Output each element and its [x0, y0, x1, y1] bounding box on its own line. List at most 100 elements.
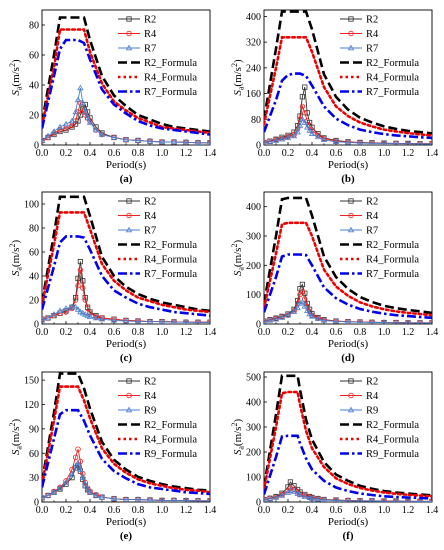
x-axis-label: Period(s): [106, 159, 147, 171]
series-r4-formula-line: [42, 28, 210, 135]
y-tick-label: 200: [246, 261, 261, 272]
series-r7-marker-4: [62, 304, 70, 311]
series-r7-marker-7: [296, 300, 304, 306]
y-label-subscript: a: [15, 446, 24, 450]
y-tick-label: 90: [29, 424, 39, 435]
legend-r7-formula-label: R7_Formula: [366, 87, 419, 98]
legend: R2 R4 R7 R2_Formula R4_Formula R7_Formula: [340, 15, 419, 98]
x-tick-label: 0.0: [36, 327, 49, 338]
series-r9-marker-2: [272, 494, 280, 500]
panel-label: (a): [120, 173, 133, 185]
y-tick-label: 20: [29, 296, 39, 307]
y-tick-label: 100: [24, 200, 39, 211]
x-tick-label: 1.0: [378, 148, 391, 159]
legend-r7-formula-label: R7_Formula: [144, 269, 197, 280]
series-r7-formula-line: [42, 38, 210, 136]
legend-r4-formula-label: R4_Formula: [144, 255, 197, 266]
x-tick-label: 1.0: [378, 505, 391, 516]
series-r2-marker-9: [80, 278, 86, 284]
series-r9-marker-15: [110, 495, 118, 501]
series-r7-marker-12: [308, 130, 316, 136]
x-tick-label: 1.2: [402, 327, 415, 338]
series-r7-marker-8: [77, 84, 84, 91]
legend-r2-formula-label: R2_Formula: [366, 240, 419, 251]
x-tick-label: 1.4: [426, 148, 439, 159]
series-r9-marker-0: [264, 496, 268, 502]
y-axis-label: Sa(m/s2): [230, 240, 246, 277]
series-r7-marker-9: [301, 302, 308, 309]
series-r7-marker-13: [92, 314, 100, 321]
series-r4-formula-line: [264, 390, 432, 498]
y-tick-label: 80: [29, 224, 39, 235]
series-r7-marker-10: [82, 108, 89, 115]
series-r9-marker-10: [82, 480, 89, 487]
y-axis-label: Sa(m/s2): [8, 240, 24, 277]
series-r7-marker-6: [294, 128, 301, 135]
legend-r4-formula-label: R4_Formula: [366, 73, 419, 84]
legend-r7-marker-0: [125, 44, 133, 51]
series-r7-marker-12: [308, 312, 316, 319]
panel-a: 0.0 0.2 0.4 0.6 0.8 1.0 1.2 1.4 0 20 40 60 80 Period(…: [8, 9, 217, 185]
series-r7-marker-20: [393, 319, 399, 324]
y-tick-label: 500: [246, 373, 261, 384]
series-r4-marker-14: [99, 315, 105, 321]
series-r7-marker-18: [146, 137, 154, 144]
legend: R2 R4 R7 R2_Formula R4_Formula R7_Formula: [340, 197, 419, 280]
series-r9-marker-13: [92, 492, 100, 498]
series-r7-marker-19: [381, 319, 387, 324]
y-label-subscript: a: [15, 267, 24, 271]
legend-r2-formula-label: R2_Formula: [366, 420, 419, 431]
series-r7-marker-16: [122, 317, 130, 324]
y-label-unit: (m/s: [10, 67, 22, 87]
series-group: [42, 195, 210, 324]
y-axis-label: Sa(m/s2): [8, 59, 24, 96]
series-r9-marker-17: [134, 496, 142, 502]
y-tick-label: 0: [34, 141, 39, 152]
series-group: [42, 372, 210, 502]
y-tick-label: 320: [246, 38, 261, 49]
y-label-subscript: a: [237, 267, 246, 271]
y-tick-label: 150: [24, 376, 39, 387]
x-axis-label: Period(s): [328, 338, 369, 350]
series-r7-marker-19: [381, 139, 387, 145]
series-r7-marker-22: [194, 139, 202, 145]
series-r4-marker-4: [285, 133, 291, 140]
x-tick-label: 0.4: [306, 148, 319, 159]
series-r7-marker-1: [266, 317, 274, 323]
series-r9-marker-5: [68, 470, 76, 477]
x-tick-label: 1.2: [180, 505, 193, 516]
y-label-superscript: 2: [230, 63, 239, 67]
x-tick-label: 0.2: [60, 148, 73, 159]
series-r4-marker-6: [72, 297, 79, 303]
y-tick-label: 0: [256, 141, 261, 152]
series-r9-marker-7: [74, 459, 82, 466]
legend-r2-label: R2: [366, 15, 378, 26]
series-r7-marker-2: [272, 137, 280, 143]
series-r7-marker-18: [369, 139, 375, 145]
legend-r7-label: R7: [366, 226, 378, 237]
legend-r2-label: R2: [144, 197, 156, 208]
x-tick-label: 1.4: [204, 148, 217, 159]
legend: R2 R4 R9 R2_Formula R4_Formula R9_Formula: [118, 377, 197, 460]
series-r7-marker-13: [314, 133, 322, 140]
legend-r4-formula-label: R4_Formula: [366, 435, 419, 446]
legend-r9-marker-0: [347, 406, 355, 413]
series-r7-marker-7: [74, 96, 82, 103]
x-tick-label: 0.0: [36, 148, 49, 159]
series-r2-formula-line: [264, 374, 432, 497]
series-r7-marker-10: [82, 310, 89, 317]
series-r9-marker-15: [345, 497, 351, 502]
y-tick-label: 300: [246, 423, 261, 434]
legend-r2-marker-0: [126, 198, 132, 204]
legend-r4-marker-0: [348, 392, 354, 399]
y-tick-label: 120: [24, 400, 39, 411]
series-r7-marker-0: [264, 318, 268, 324]
series-r7-marker-3: [56, 307, 64, 313]
series-r7-marker-20: [393, 140, 399, 145]
series-r7-marker-0: [42, 316, 46, 323]
series-r7-marker-7: [296, 122, 304, 128]
series-group: [264, 10, 432, 145]
y-tick-label: 40: [29, 272, 39, 283]
series-r4-marker-7: [75, 446, 81, 452]
legend-r4-label: R4: [366, 391, 379, 402]
